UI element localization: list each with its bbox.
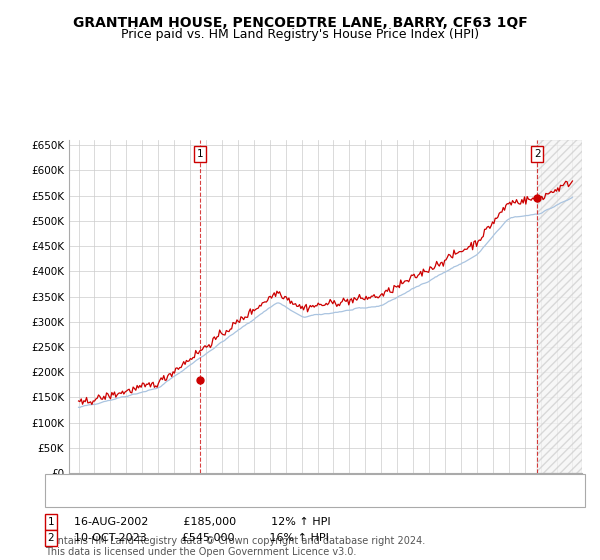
Text: 1: 1 [197,149,203,159]
Text: GRANTHAM HOUSE, PENCOEDTRE LANE, BARRY, CF63 1QF: GRANTHAM HOUSE, PENCOEDTRE LANE, BARRY, … [73,16,527,30]
Text: 1: 1 [47,517,55,527]
Text: 2: 2 [47,533,55,543]
Text: 16-AUG-2002          £185,000          12% ↑ HPI: 16-AUG-2002 £185,000 12% ↑ HPI [74,517,331,527]
Text: Contains HM Land Registry data © Crown copyright and database right 2024.
This d: Contains HM Land Registry data © Crown c… [45,535,425,557]
Text: GRANTHAM HOUSE, PENCOEDTRE LANE, BARRY, CF63 1QF (detached house): GRANTHAM HOUSE, PENCOEDTRE LANE, BARRY, … [88,478,517,488]
Text: 2: 2 [534,149,541,159]
Text: Price paid vs. HM Land Registry's House Price Index (HPI): Price paid vs. HM Land Registry's House … [121,28,479,41]
Text: 10-OCT-2023          £545,000          16% ↑ HPI: 10-OCT-2023 £545,000 16% ↑ HPI [74,533,329,543]
Text: HPI: Average price, detached house, Vale of Glamorgan: HPI: Average price, detached house, Vale… [88,494,398,503]
Bar [537,140,582,473]
